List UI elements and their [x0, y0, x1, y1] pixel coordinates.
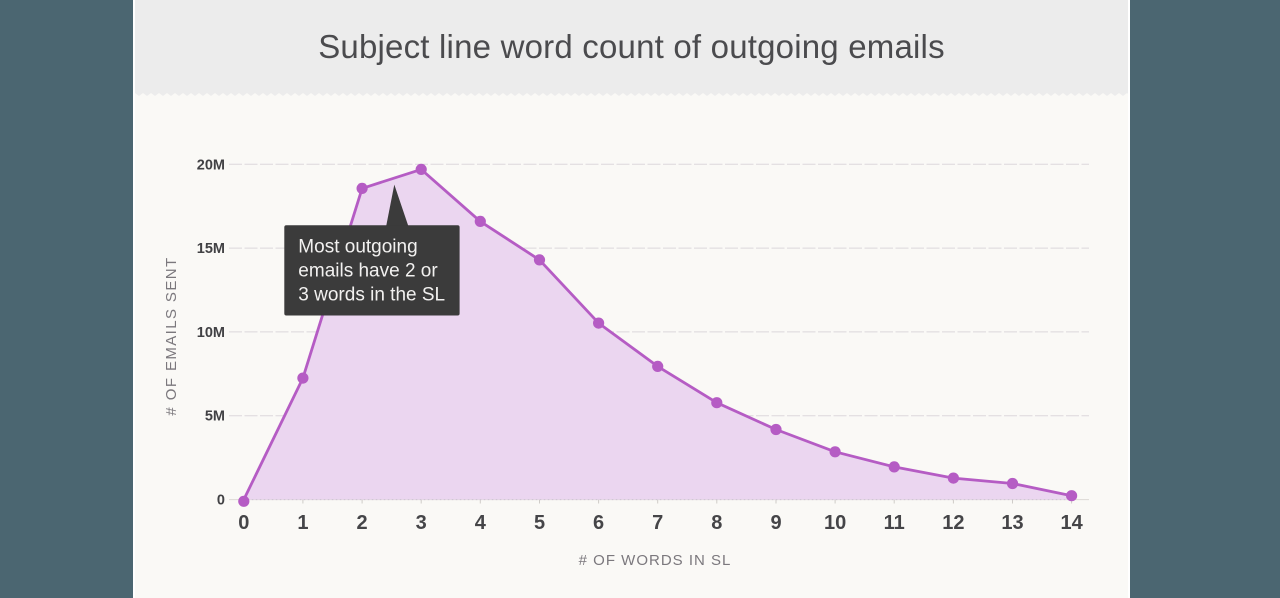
- svg-text:emails have 2 or: emails have 2 or: [298, 260, 438, 281]
- svg-text:13: 13: [1001, 512, 1023, 534]
- svg-text:2: 2: [357, 512, 368, 534]
- svg-text:# OF EMAILS SENT: # OF EMAILS SENT: [163, 256, 180, 415]
- svg-text:4: 4: [475, 512, 487, 534]
- svg-text:12: 12: [942, 512, 964, 534]
- svg-text:20M: 20M: [197, 157, 225, 173]
- svg-text:7: 7: [652, 512, 663, 534]
- svg-text:3: 3: [416, 512, 427, 534]
- svg-text:5: 5: [534, 512, 545, 534]
- svg-text:0: 0: [217, 493, 225, 509]
- svg-text:5M: 5M: [205, 409, 225, 425]
- svg-text:3 words in the SL: 3 words in the SL: [298, 284, 445, 305]
- svg-text:9: 9: [770, 512, 781, 534]
- svg-text:14: 14: [1060, 512, 1083, 534]
- svg-text:6: 6: [593, 512, 604, 534]
- svg-text:# OF WORDS IN SL: # OF WORDS IN SL: [579, 552, 732, 569]
- svg-text:1: 1: [297, 512, 308, 534]
- svg-text:8: 8: [711, 512, 722, 534]
- svg-text:10M: 10M: [197, 325, 225, 341]
- svg-text:15M: 15M: [197, 241, 225, 257]
- svg-text:11: 11: [884, 512, 905, 534]
- svg-text:0: 0: [238, 512, 249, 534]
- svg-text:Most outgoing: Most outgoing: [298, 236, 417, 257]
- svg-text:10: 10: [824, 512, 846, 534]
